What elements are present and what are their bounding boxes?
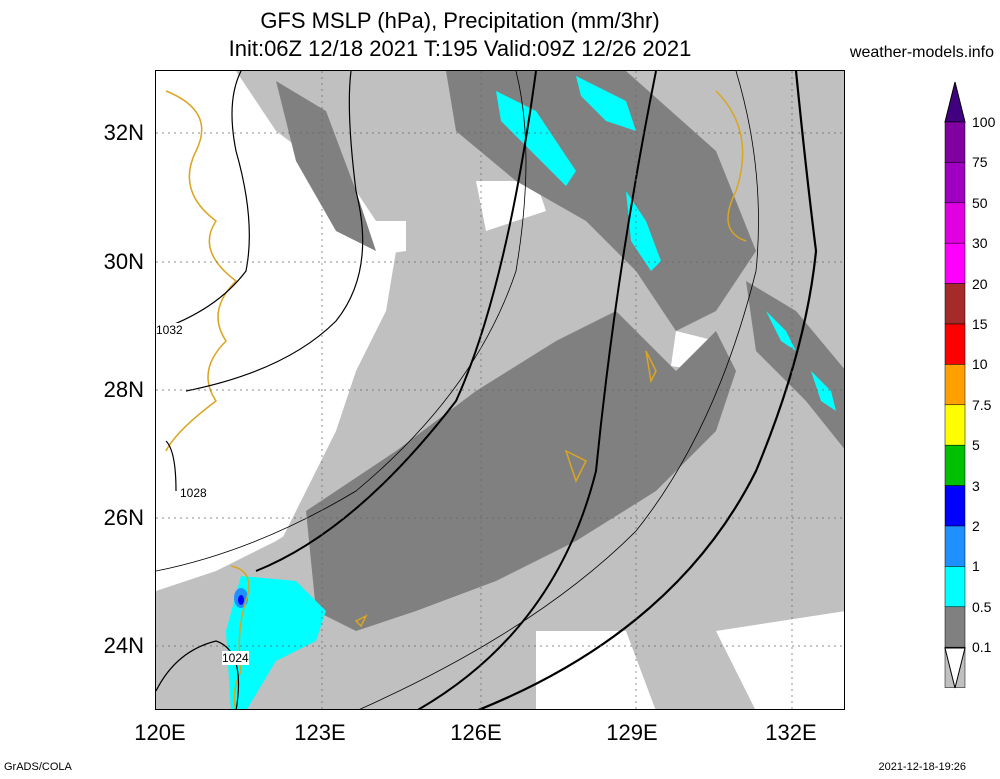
isobar-1032 — [156, 71, 250, 332]
colorbar-bottom-arrow — [944, 647, 966, 689]
colorbar-swatch — [944, 323, 966, 365]
colorbar-label: 75 — [972, 154, 988, 171]
colorbar-swatch — [944, 606, 966, 648]
colorbar-swatch — [944, 364, 966, 406]
isobar-thick-2 — [417, 71, 657, 709]
map-canvas — [156, 71, 844, 709]
colorbar-swatch — [944, 485, 966, 527]
isobar-1024 — [156, 640, 239, 709]
coastline-china — [165, 90, 238, 452]
colorbar-label: 3 — [972, 477, 980, 494]
precip-cyan-mid — [626, 191, 661, 271]
colorbar-label: 0.5 — [972, 598, 992, 615]
colorbar-label: 2 — [972, 518, 980, 534]
lat-label-26n: 26N — [103, 505, 144, 530]
lon-label-123e: 123E — [294, 720, 346, 745]
lon-label-132e: 132E — [765, 720, 817, 745]
isobar-label-1028: 1028 — [180, 486, 207, 500]
gap-5 — [716, 611, 844, 709]
chart-title: GFS MSLP (hPa), Precipitation (mm/3hr) — [260, 8, 660, 33]
coastline-taiwan — [230, 565, 250, 709]
precip-cyan-north-1 — [496, 91, 576, 186]
lon-label-120e: 120E — [134, 720, 186, 745]
colorbar-label: 50 — [972, 194, 988, 211]
coastline-kyushu — [715, 90, 747, 242]
colorbar-swatch — [944, 566, 966, 608]
lat-label-28n: 28N — [103, 377, 144, 402]
colorbar-swatch — [944, 162, 966, 204]
precip-cyan-north-2 — [576, 76, 636, 131]
precip-mid-2 — [306, 311, 736, 631]
map-panel: 1032 1028 1024 — [155, 70, 845, 710]
precip-cyan-east-2 — [811, 371, 836, 411]
gap-2 — [366, 221, 406, 256]
isobar-thin-2 — [359, 71, 759, 709]
isobar-label-1032: 1032 — [156, 323, 183, 337]
isobar-label-1024: 1024 — [222, 651, 249, 665]
colorbar-swatch — [944, 525, 966, 567]
colorbar — [944, 81, 966, 689]
colorbar-swatch — [944, 242, 966, 284]
colorbar-label: 7.5 — [972, 396, 992, 413]
gridlines — [156, 71, 844, 709]
chart-subtitle: Init:06Z 12/18 2021 T:195 Valid:09Z 12/2… — [228, 36, 692, 61]
footer-grads: GrADS/COLA — [4, 761, 72, 773]
colorbar-label: 10 — [972, 356, 988, 373]
colorbar-swatches — [944, 121, 966, 688]
colorbar-top-arrow — [944, 81, 966, 123]
colorbar-label: 20 — [972, 275, 988, 292]
precip-cyan-southwest — [226, 576, 326, 709]
precip-mid-4 — [276, 81, 376, 251]
lat-label-24n: 24N — [103, 633, 144, 658]
colorbar-label: 1 — [972, 558, 980, 575]
site-credit: weather-models.info — [849, 44, 994, 61]
footer-timestamp: 2021-12-18-19:26 — [878, 761, 966, 773]
colorbar-label: 100 — [972, 114, 996, 130]
isobar-thin-1 — [156, 71, 527, 572]
colorbar-swatch — [944, 121, 966, 163]
isobar-thick-3 — [477, 71, 818, 709]
colorbar-label: 30 — [972, 235, 988, 252]
colorbar-swatch — [944, 202, 966, 244]
precip-cyan-east-1 — [766, 311, 796, 351]
lon-label-129e: 129E — [606, 720, 658, 745]
isobar-1028 — [165, 71, 364, 492]
gap-4 — [536, 631, 656, 709]
isobar-thick-1 — [255, 71, 537, 572]
colorbar-label: 0.1 — [972, 639, 992, 656]
colorbar-label: 15 — [972, 316, 988, 332]
lat-label-32n: 32N — [103, 120, 144, 145]
precip-blue-core — [238, 595, 244, 605]
colorbar-label: 5 — [972, 437, 980, 454]
coastline-ryukyu — [354, 350, 657, 628]
precip-mid-3 — [746, 281, 844, 449]
colorbar-swatch — [944, 404, 966, 446]
gap-1 — [476, 181, 546, 231]
colorbar-swatch — [944, 444, 966, 486]
lon-label-126e: 126E — [450, 720, 502, 745]
colorbar-swatch — [944, 283, 966, 325]
lat-label-30n: 30N — [103, 249, 144, 274]
